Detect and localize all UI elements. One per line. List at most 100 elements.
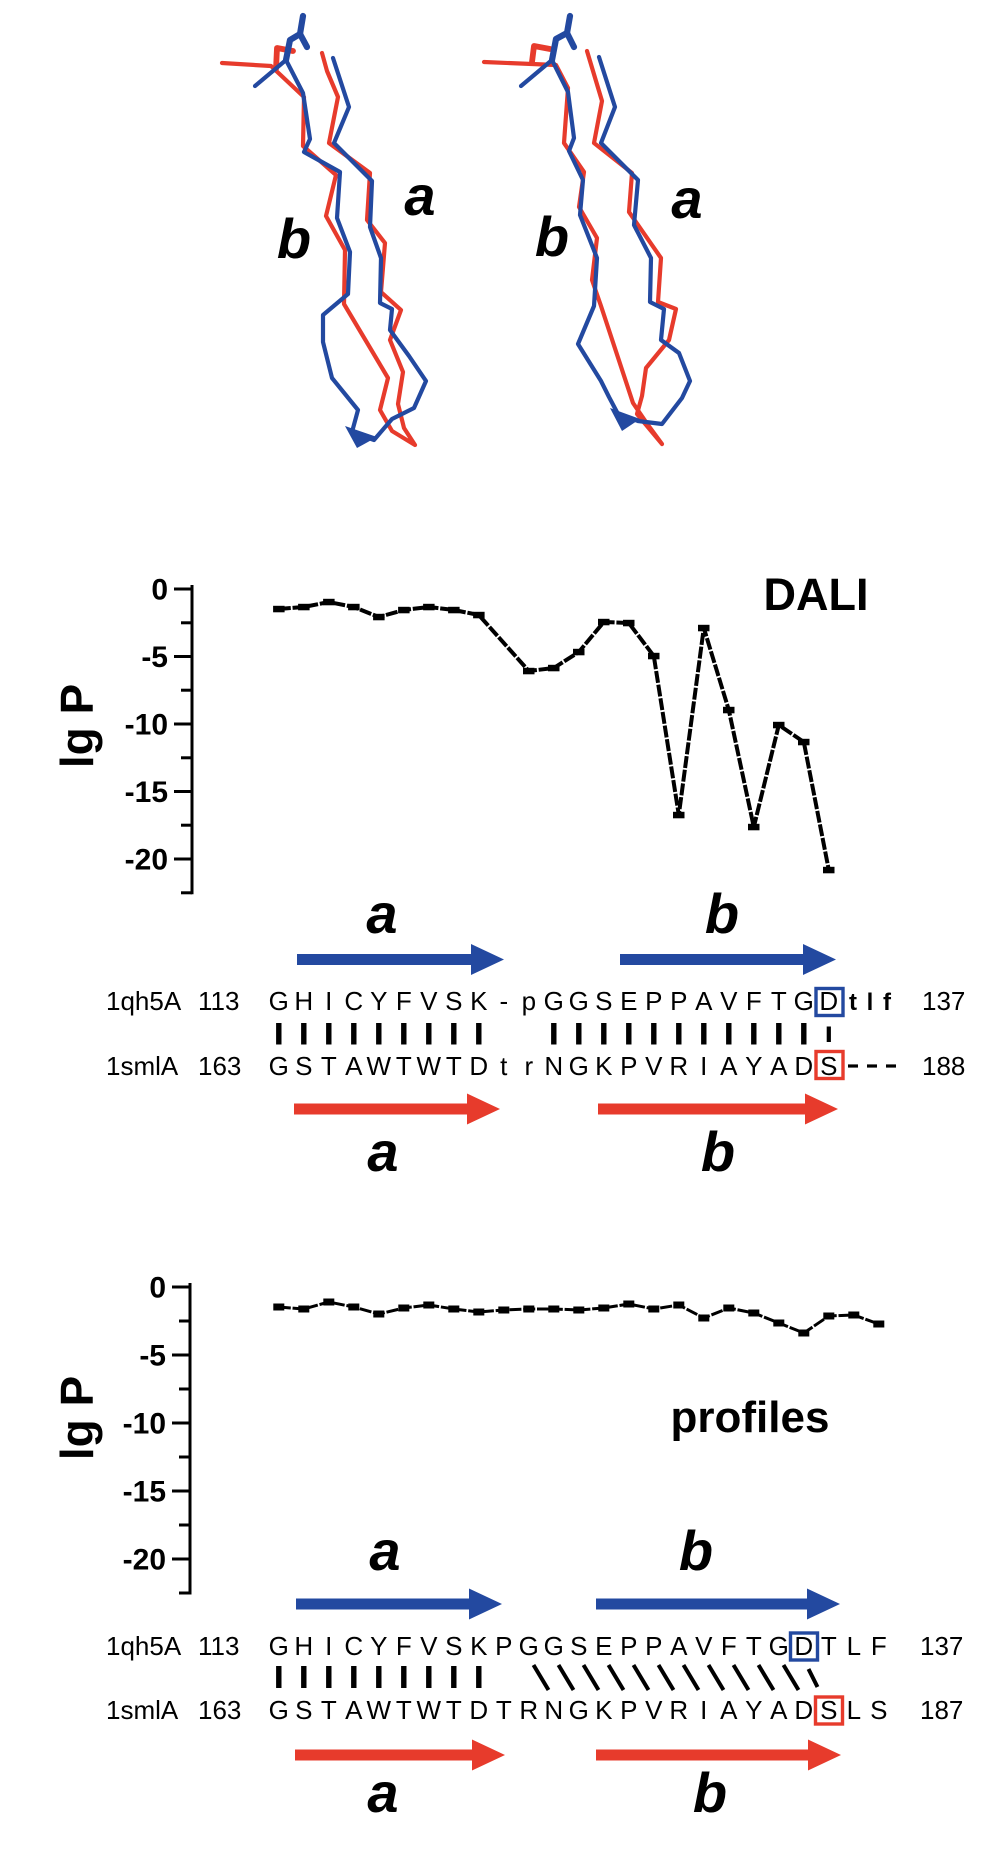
svg-text:T: T	[821, 1631, 837, 1661]
svg-text:113: 113	[198, 1631, 239, 1661]
svg-text:E: E	[595, 1631, 612, 1661]
svg-text:C: C	[344, 986, 363, 1016]
svg-text:187: 187	[920, 1695, 963, 1725]
svg-text:A: A	[720, 1695, 738, 1725]
svg-text:G: G	[519, 1631, 539, 1661]
svg-text:-: -	[499, 986, 508, 1016]
svg-text:T: T	[396, 1051, 412, 1081]
svg-text:F: F	[746, 986, 762, 1016]
svg-text:l: l	[867, 989, 874, 1016]
svg-text:Y: Y	[745, 1051, 762, 1081]
svg-text:T: T	[321, 1051, 337, 1081]
svg-text:I: I	[325, 986, 332, 1016]
svg-text:T: T	[396, 1695, 412, 1725]
svg-text:1smlA: 1smlA	[106, 1695, 179, 1725]
svg-text:A: A	[695, 986, 713, 1016]
svg-text:F: F	[396, 986, 412, 1016]
svg-text:G: G	[544, 986, 564, 1016]
svg-text:S: S	[820, 1695, 837, 1725]
svg-text:163: 163	[198, 1051, 241, 1081]
svg-text:G: G	[569, 1051, 589, 1081]
svg-text:G: G	[794, 986, 814, 1016]
svg-text:1qh5A: 1qh5A	[106, 986, 182, 1016]
svg-text:W: W	[417, 1695, 442, 1725]
svg-text:-20: -20	[123, 1544, 166, 1577]
svg-text:113: 113	[198, 986, 239, 1016]
svg-text:f: f	[883, 989, 892, 1016]
svg-text:S: S	[870, 1695, 887, 1725]
svg-text:b: b	[277, 207, 311, 270]
svg-text:G: G	[569, 1695, 589, 1725]
svg-text:T: T	[446, 1051, 462, 1081]
svg-text:C: C	[344, 1631, 363, 1661]
svg-text:D: D	[819, 986, 838, 1016]
svg-text:D: D	[469, 1051, 488, 1081]
svg-text:R: R	[669, 1051, 688, 1081]
svg-text:-10: -10	[125, 709, 168, 742]
svg-text:137: 137	[920, 1631, 963, 1661]
svg-text:-5: -5	[139, 1340, 166, 1373]
svg-text:E: E	[620, 986, 637, 1016]
svg-text:N: N	[544, 1695, 563, 1725]
svg-text:0: 0	[151, 574, 168, 607]
svg-text:W: W	[367, 1051, 392, 1081]
svg-text:H: H	[294, 1631, 313, 1661]
svg-text:L: L	[847, 1695, 861, 1725]
svg-text:DALI: DALI	[764, 569, 869, 620]
svg-text:K: K	[470, 1631, 488, 1661]
svg-text:P: P	[620, 1051, 637, 1081]
svg-text:P: P	[645, 986, 662, 1016]
svg-text:a: a	[366, 882, 397, 945]
svg-text:I: I	[325, 1631, 332, 1661]
svg-text:lg P: lg P	[51, 1376, 103, 1460]
svg-text:r: r	[524, 1051, 533, 1081]
svg-text:P: P	[495, 1631, 512, 1661]
svg-text:-10: -10	[123, 1408, 166, 1441]
svg-text:P: P	[620, 1631, 637, 1661]
svg-text:b: b	[693, 1761, 727, 1824]
svg-text:W: W	[367, 1695, 392, 1725]
svg-text:F: F	[721, 1631, 737, 1661]
svg-text:profiles: profiles	[671, 1393, 830, 1442]
svg-text:V: V	[645, 1051, 663, 1081]
svg-text:R: R	[519, 1695, 538, 1725]
svg-text:b: b	[705, 882, 739, 945]
svg-text:F: F	[871, 1631, 887, 1661]
svg-text:K: K	[470, 986, 488, 1016]
svg-text:A: A	[345, 1051, 363, 1081]
svg-text:V: V	[645, 1695, 663, 1725]
svg-text:S: S	[570, 1631, 587, 1661]
svg-text:K: K	[595, 1051, 613, 1081]
svg-text:A: A	[670, 1631, 688, 1661]
svg-text:188: 188	[922, 1051, 965, 1081]
svg-text:137: 137	[922, 986, 965, 1016]
svg-text:K: K	[595, 1695, 613, 1725]
svg-text:0: 0	[149, 1272, 166, 1305]
svg-text:A: A	[345, 1695, 363, 1725]
svg-text:t: t	[849, 989, 857, 1016]
svg-text:S: S	[445, 1631, 462, 1661]
svg-text:P: P	[670, 986, 687, 1016]
svg-text:a: a	[367, 1761, 398, 1824]
svg-text:G: G	[269, 1051, 289, 1081]
svg-text:P: P	[645, 1631, 662, 1661]
svg-text:F: F	[396, 1631, 412, 1661]
svg-text:1smlA: 1smlA	[106, 1051, 179, 1081]
svg-text:b: b	[679, 1519, 713, 1582]
svg-text:L: L	[847, 1631, 861, 1661]
svg-text:S: S	[445, 986, 462, 1016]
svg-text:I: I	[700, 1695, 707, 1725]
svg-text:S: S	[595, 986, 612, 1016]
svg-text:b: b	[535, 205, 569, 268]
svg-text:1qh5A: 1qh5A	[106, 1631, 182, 1661]
svg-text:R: R	[669, 1695, 688, 1725]
svg-text:-5: -5	[141, 641, 168, 674]
svg-text:lg P: lg P	[51, 684, 103, 768]
svg-text:G: G	[269, 986, 289, 1016]
svg-text:-15: -15	[123, 1476, 166, 1509]
svg-text:T: T	[771, 986, 787, 1016]
svg-text:a: a	[671, 167, 702, 230]
svg-text:S: S	[295, 1051, 312, 1081]
svg-text:V: V	[420, 986, 438, 1016]
svg-text:Y: Y	[745, 1695, 762, 1725]
